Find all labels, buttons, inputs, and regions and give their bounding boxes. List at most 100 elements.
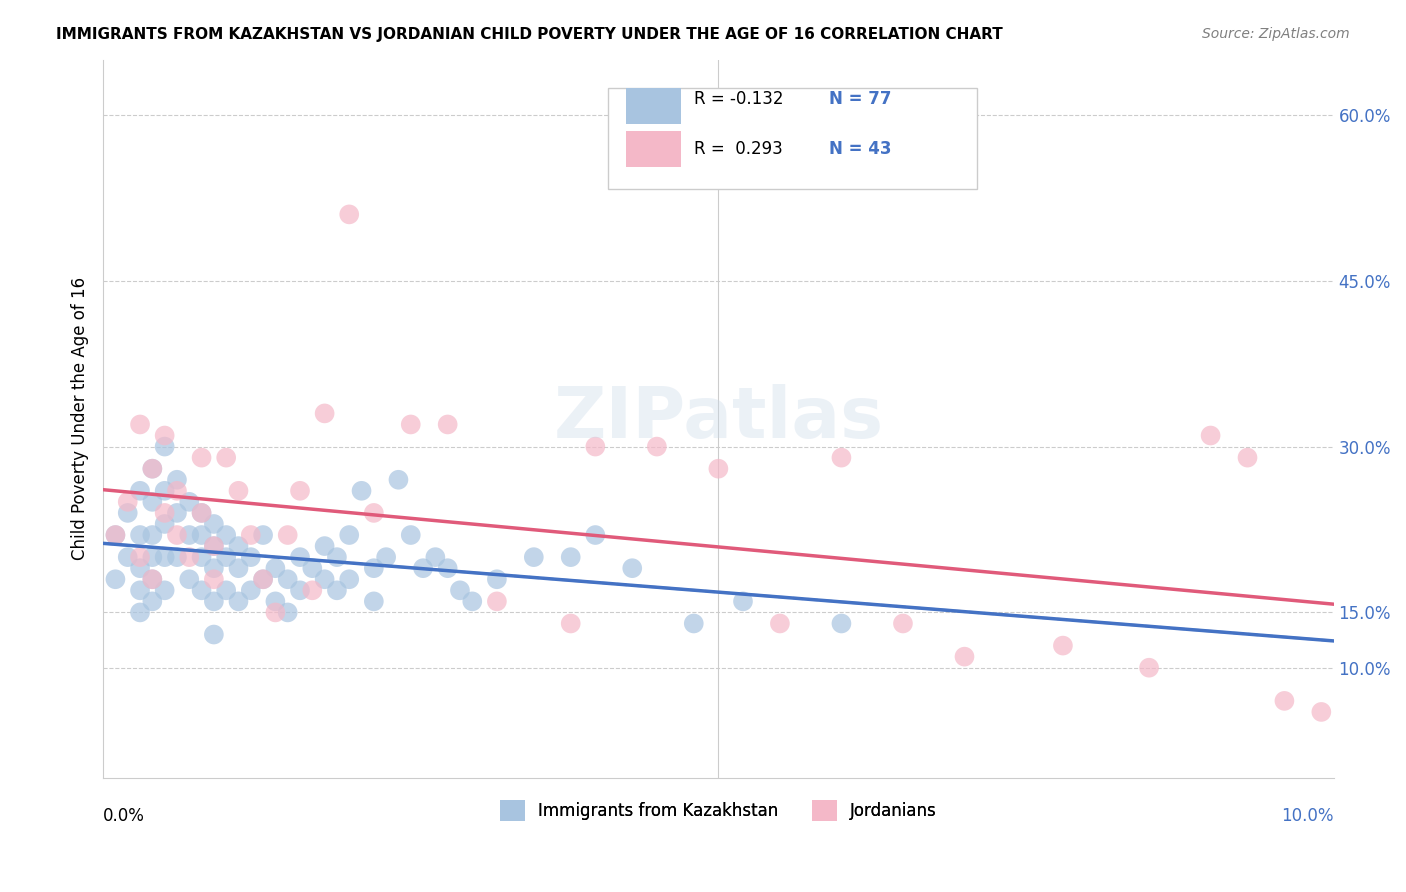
Point [387, 473, 409, 487]
Point [830, 616, 852, 631]
Point [190, 450, 212, 465]
Point [583, 528, 606, 542]
Point [399, 528, 422, 542]
Point [1052, 639, 1074, 653]
Y-axis label: Child Poverty Under the Age of 16: Child Poverty Under the Age of 16 [72, 277, 89, 560]
Text: IMMIGRANTS FROM KAZAKHSTAN VS JORDANIAN CHILD POVERTY UNDER THE AGE OF 16 CORREL: IMMIGRANTS FROM KAZAKHSTAN VS JORDANIAN … [56, 27, 1002, 42]
Point [436, 417, 458, 432]
Point [153, 506, 176, 520]
Point [277, 606, 299, 620]
Point [129, 550, 152, 565]
Point [560, 616, 582, 631]
Point [412, 561, 434, 575]
Point [301, 583, 323, 598]
Point [239, 583, 262, 598]
Point [104, 528, 127, 542]
Text: Source: ZipAtlas.com: Source: ZipAtlas.com [1202, 27, 1350, 41]
Point [461, 594, 484, 608]
Point [129, 606, 152, 620]
Point [337, 528, 360, 542]
Point [239, 550, 262, 565]
Point [277, 528, 299, 542]
Point [202, 539, 225, 553]
Legend: Immigrants from Kazakhstan, Jordanians: Immigrants from Kazakhstan, Jordanians [494, 794, 943, 828]
Point [141, 594, 163, 608]
Point [314, 406, 336, 420]
FancyBboxPatch shape [626, 88, 682, 124]
Point [117, 495, 139, 509]
Point [215, 528, 238, 542]
Point [202, 561, 225, 575]
Point [425, 550, 447, 565]
Point [190, 506, 212, 520]
Point [645, 440, 668, 454]
Point [252, 572, 274, 586]
Point [449, 583, 471, 598]
Point [215, 450, 238, 465]
Point [375, 550, 398, 565]
Point [252, 572, 274, 586]
Point [560, 550, 582, 565]
Point [399, 417, 422, 432]
Point [166, 473, 188, 487]
Point [436, 561, 458, 575]
Point [179, 572, 201, 586]
Point [179, 528, 201, 542]
Point [1310, 705, 1333, 719]
Point [117, 506, 139, 520]
Point [129, 583, 152, 598]
Point [891, 616, 914, 631]
Point [769, 616, 792, 631]
Point [228, 561, 250, 575]
Point [326, 550, 349, 565]
Point [141, 572, 163, 586]
Point [239, 528, 262, 542]
Point [314, 539, 336, 553]
Point [129, 561, 152, 575]
Point [153, 440, 176, 454]
Point [166, 550, 188, 565]
Point [104, 528, 127, 542]
Point [621, 561, 644, 575]
Point [523, 550, 546, 565]
Point [141, 461, 163, 475]
Point [1274, 694, 1296, 708]
Point [363, 561, 385, 575]
Point [1199, 428, 1222, 442]
Point [264, 594, 287, 608]
Point [190, 550, 212, 565]
Point [202, 594, 225, 608]
Point [1137, 661, 1160, 675]
Point [682, 616, 704, 631]
Point [153, 516, 176, 531]
Point [153, 550, 176, 565]
FancyBboxPatch shape [626, 131, 682, 168]
Point [301, 561, 323, 575]
Point [731, 594, 754, 608]
Point [104, 572, 127, 586]
Point [326, 583, 349, 598]
Point [166, 483, 188, 498]
Point [252, 528, 274, 542]
Point [141, 572, 163, 586]
Point [485, 594, 508, 608]
Point [314, 572, 336, 586]
Point [363, 506, 385, 520]
Point [153, 583, 176, 598]
Point [202, 539, 225, 553]
Point [277, 572, 299, 586]
Point [337, 572, 360, 586]
Point [288, 583, 311, 598]
Point [129, 417, 152, 432]
Point [129, 483, 152, 498]
Point [129, 528, 152, 542]
Point [141, 461, 163, 475]
Point [215, 583, 238, 598]
Point [228, 539, 250, 553]
Text: N = 77: N = 77 [830, 90, 891, 108]
Point [1236, 450, 1258, 465]
Text: N = 43: N = 43 [830, 140, 891, 159]
Point [153, 483, 176, 498]
Point [485, 572, 508, 586]
Text: 0.0%: 0.0% [103, 807, 145, 825]
